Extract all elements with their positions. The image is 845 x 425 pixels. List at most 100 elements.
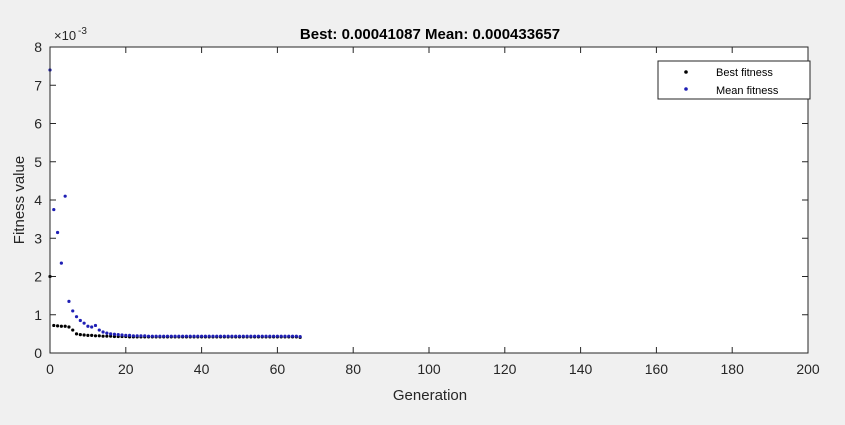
mean-fitness-point xyxy=(55,230,60,235)
mean-fitness-point xyxy=(196,334,200,338)
mean-fitness-point xyxy=(97,328,101,332)
mean-fitness-point xyxy=(192,334,196,338)
best-fitness-point xyxy=(55,324,60,328)
mean-fitness-point xyxy=(165,334,170,338)
mean-fitness-point xyxy=(290,334,295,338)
mean-fitness-point xyxy=(188,334,192,338)
best-fitness-point xyxy=(74,332,79,336)
mean-fitness-point xyxy=(127,333,132,338)
y-tick-label: 0 xyxy=(34,345,42,361)
y-axis-exponent: -3 xyxy=(78,26,87,37)
mean-fitness-point xyxy=(169,334,173,338)
y-tick-label: 5 xyxy=(34,154,42,170)
mean-fitness-point xyxy=(150,334,154,338)
legend-box xyxy=(657,60,811,100)
y-tick-label: 1 xyxy=(34,307,42,323)
best-fitness-point xyxy=(97,334,101,338)
x-axis-label: Generation xyxy=(393,387,467,404)
best-fitness-point xyxy=(63,324,67,328)
best-fitness-point xyxy=(52,323,56,328)
mean-fitness-point xyxy=(116,333,120,337)
axis-ticks: 0 20 40 60 80 100 120 140 160 180 200 0 1 2 3 4 5 6 7 8 xyxy=(34,39,820,377)
mean-fitness-point xyxy=(135,334,139,338)
mean-fitness-point xyxy=(52,207,56,212)
mean-fitness-point xyxy=(74,315,79,319)
chart-title: Best: 0.00041087 Mean: 0.000433657 xyxy=(300,26,560,43)
mean-fitness-point xyxy=(249,334,253,338)
mean-fitness-point xyxy=(177,334,181,338)
best-fitness-point xyxy=(105,334,109,338)
best-fitness-point xyxy=(78,333,82,337)
mean-fitness-point xyxy=(101,330,105,334)
mean-fitness-point xyxy=(268,334,272,338)
mean-fitness-point xyxy=(78,318,82,323)
x-tick-label: 200 xyxy=(796,361,820,377)
mean-fitness-point xyxy=(143,334,147,338)
mean-fitness-point xyxy=(287,334,291,338)
mean-fitness-point xyxy=(82,321,86,325)
x-tick-label: 60 xyxy=(270,361,286,377)
x-tick-label: 80 xyxy=(345,361,361,377)
mean-fitness-point xyxy=(226,334,230,338)
y-axis-multiplier: ×10 xyxy=(54,28,76,43)
axes-box xyxy=(49,46,809,354)
mean-fitness-point xyxy=(86,324,90,328)
y-tick-label: 6 xyxy=(34,116,42,132)
mean-fitness-point xyxy=(272,334,276,338)
mean-fitness-point xyxy=(63,194,67,198)
legend-label-mean: Mean fitness xyxy=(716,85,779,97)
mean-fitness-point xyxy=(298,334,302,339)
mean-fitness-point xyxy=(158,334,162,338)
legend: Best fitness Mean fitness xyxy=(657,60,811,100)
mean-fitness-point xyxy=(294,334,298,338)
x-tick-label: 20 xyxy=(118,361,134,377)
best-fitness-point xyxy=(59,324,63,328)
mean-fitness-point xyxy=(279,334,283,338)
y-tick-label: 3 xyxy=(34,230,42,246)
mean-fitness-point xyxy=(207,334,211,338)
x-tick-label: 180 xyxy=(721,361,745,377)
y-tick-label: 4 xyxy=(34,192,42,208)
data-points xyxy=(48,68,302,339)
mean-fitness-point xyxy=(264,334,268,338)
legend-marker-mean xyxy=(684,87,688,91)
mean-fitness-point xyxy=(230,334,234,338)
mean-fitness-point xyxy=(67,299,71,303)
x-tick-label: 160 xyxy=(645,361,669,377)
mean-fitness-point xyxy=(71,309,75,313)
mean-fitness-point xyxy=(215,334,219,338)
mean-fitness-point xyxy=(245,334,249,338)
y-axis-label: Fitness value xyxy=(11,156,28,244)
mean-fitness-point xyxy=(146,334,151,338)
mean-fitness-point xyxy=(181,334,185,338)
y-tick-label: 8 xyxy=(34,39,42,55)
best-fitness-point xyxy=(67,325,71,329)
x-tick-label: 120 xyxy=(493,361,517,377)
x-tick-label: 0 xyxy=(46,361,54,377)
mean-fitness-point xyxy=(256,334,261,338)
best-fitness-point xyxy=(109,334,113,338)
mean-fitness-point xyxy=(109,332,113,336)
best-fitness-point xyxy=(86,333,90,338)
mean-fitness-point xyxy=(124,333,128,338)
mean-fitness-point xyxy=(59,261,63,265)
mean-fitness-point xyxy=(105,331,109,335)
mean-fitness-point xyxy=(112,332,117,336)
x-tick-label: 100 xyxy=(417,361,441,377)
y-tick-label: 2 xyxy=(34,269,42,285)
best-fitness-point xyxy=(82,333,86,337)
best-fitness-point xyxy=(112,334,117,339)
mean-fitness-point xyxy=(275,334,279,338)
mean-fitness-point xyxy=(218,334,223,338)
mean-fitness-point xyxy=(139,334,143,338)
mean-fitness-point xyxy=(283,334,287,338)
mean-fitness-point xyxy=(253,334,257,338)
mean-fitness-point xyxy=(241,334,245,338)
mean-fitness-point xyxy=(200,334,204,338)
legend-marker-best xyxy=(684,70,688,74)
mean-fitness-point xyxy=(222,334,226,338)
mean-fitness-point xyxy=(184,334,189,338)
mean-fitness-point xyxy=(260,334,264,338)
